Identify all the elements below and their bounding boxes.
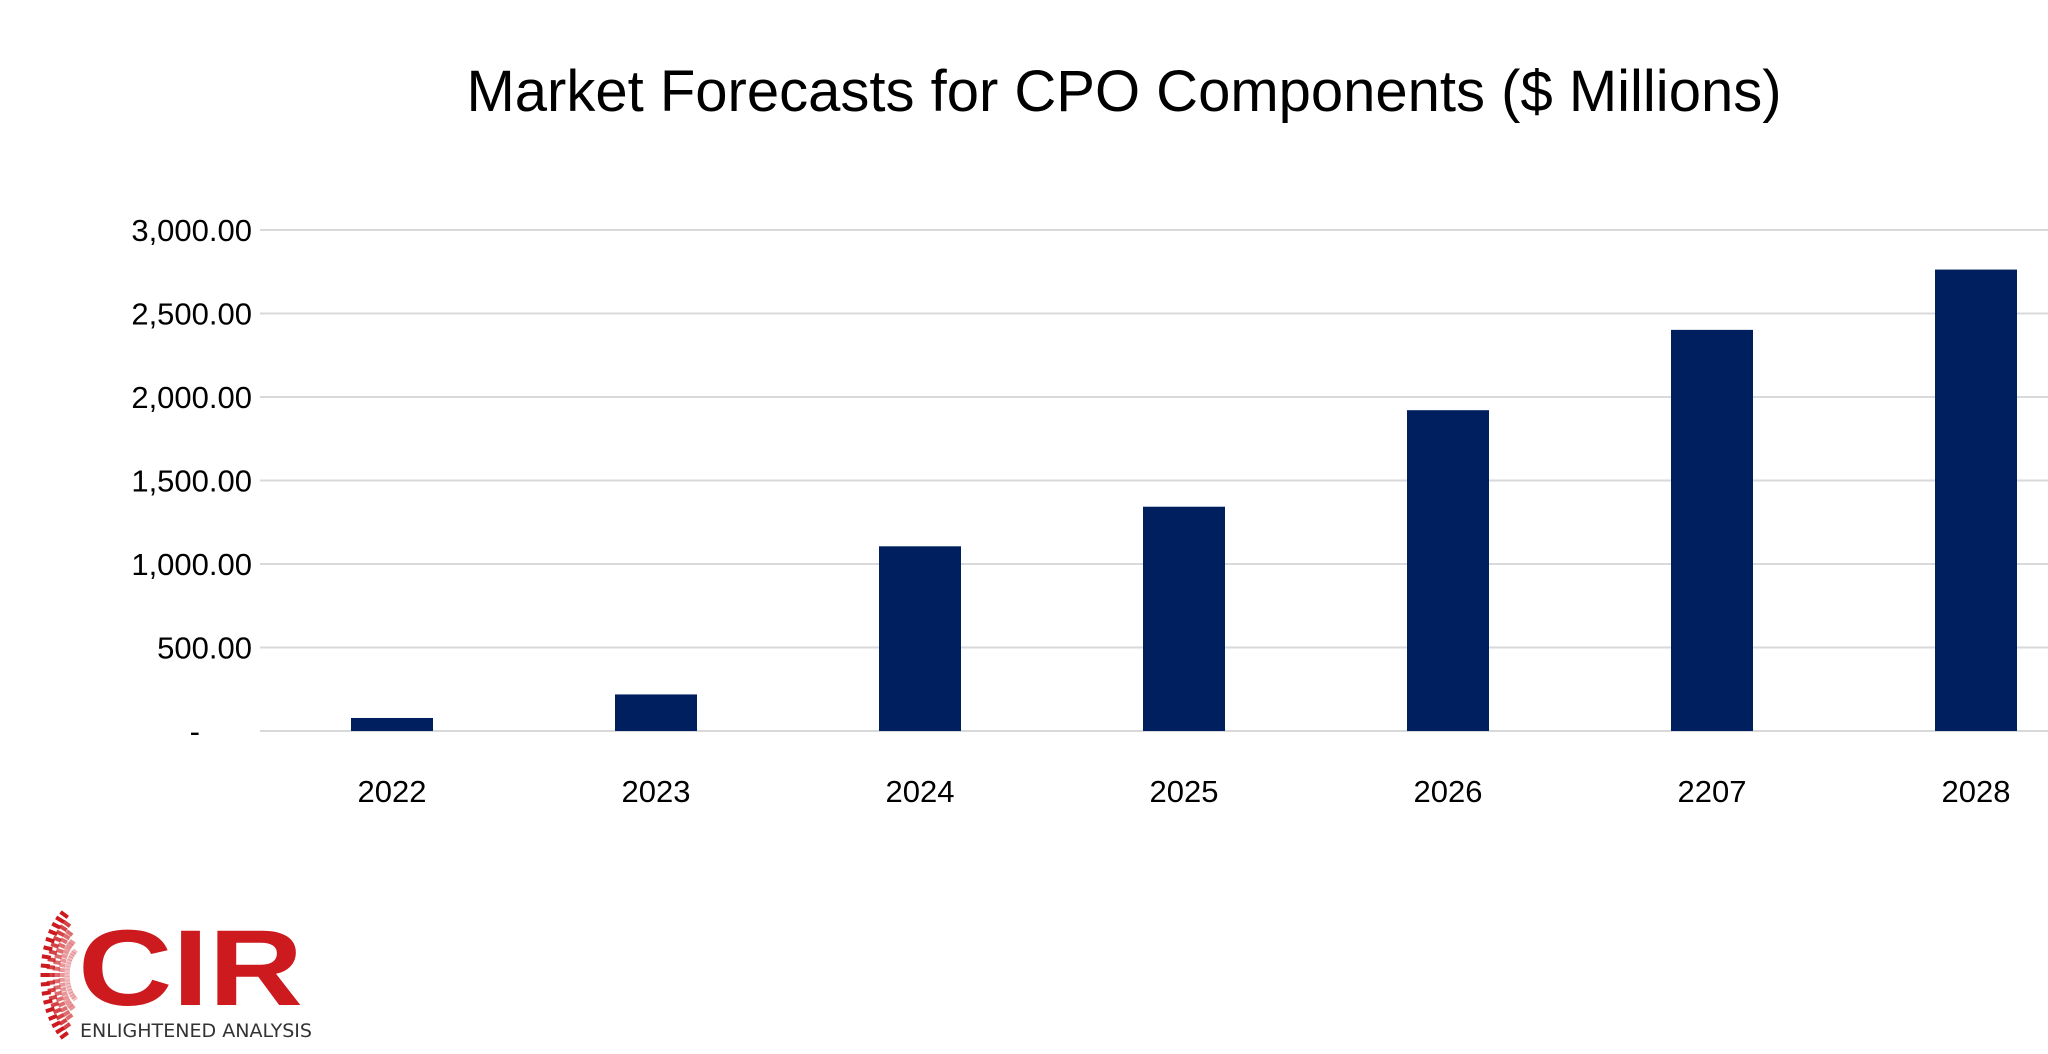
x-tick-label: 2028 [1942, 774, 2011, 809]
bar-2028 [1935, 269, 2017, 731]
cir-logo: CIR ENLIGHTENED ANALYSIS [40, 907, 312, 1042]
x-tick-label: 2023 [622, 774, 691, 809]
bar-2025 [1143, 506, 1225, 731]
y-tick-label: 1,500.00 [131, 464, 252, 499]
svg-text:ENLIGHTENED ANALYSIS: ENLIGHTENED ANALYSIS [80, 1020, 312, 1042]
x-tick-label: 2207 [1678, 774, 1747, 809]
x-tick-label: 2025 [1150, 774, 1219, 809]
x-tick-label: 2024 [886, 774, 955, 809]
bar-2024 [879, 546, 961, 731]
y-tick-label: 500.00 [157, 631, 252, 666]
x-tick-label: 2026 [1414, 774, 1483, 809]
x-tick-label: 2022 [358, 774, 427, 809]
bar-2023 [615, 694, 697, 731]
y-tick-label: 1,000.00 [131, 547, 252, 582]
bar-2022 [351, 717, 433, 731]
y-tick-label: 2,000.00 [131, 380, 252, 415]
y-tick-label: 2,500.00 [131, 297, 252, 332]
y-tick-label: - [190, 714, 200, 749]
svg-text:CIR: CIR [78, 907, 303, 1028]
chart-title: Market Forecasts for CPO Components ($ M… [466, 59, 1782, 124]
logo-sunburst-icon [40, 910, 78, 1040]
bar-2207 [1671, 329, 1753, 731]
bar-2026 [1407, 410, 1489, 731]
y-tick-label: 3,000.00 [131, 213, 252, 248]
